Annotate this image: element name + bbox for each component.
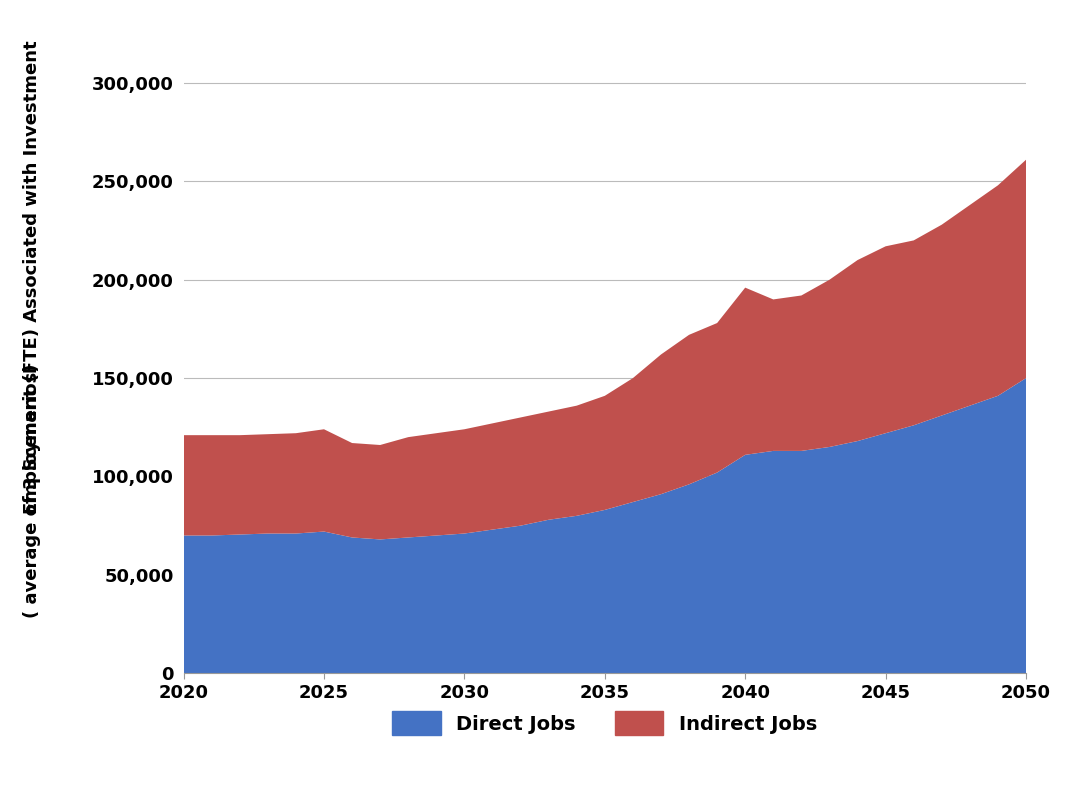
Text: ( average of 3 Scenarios): ( average of 3 Scenarios) (24, 364, 41, 619)
Legend: Direct Jobs, Indirect Jobs: Direct Jobs, Indirect Jobs (384, 703, 825, 743)
Text: Employment (FTE) Associated with Investment: Employment (FTE) Associated with Investm… (24, 40, 41, 514)
